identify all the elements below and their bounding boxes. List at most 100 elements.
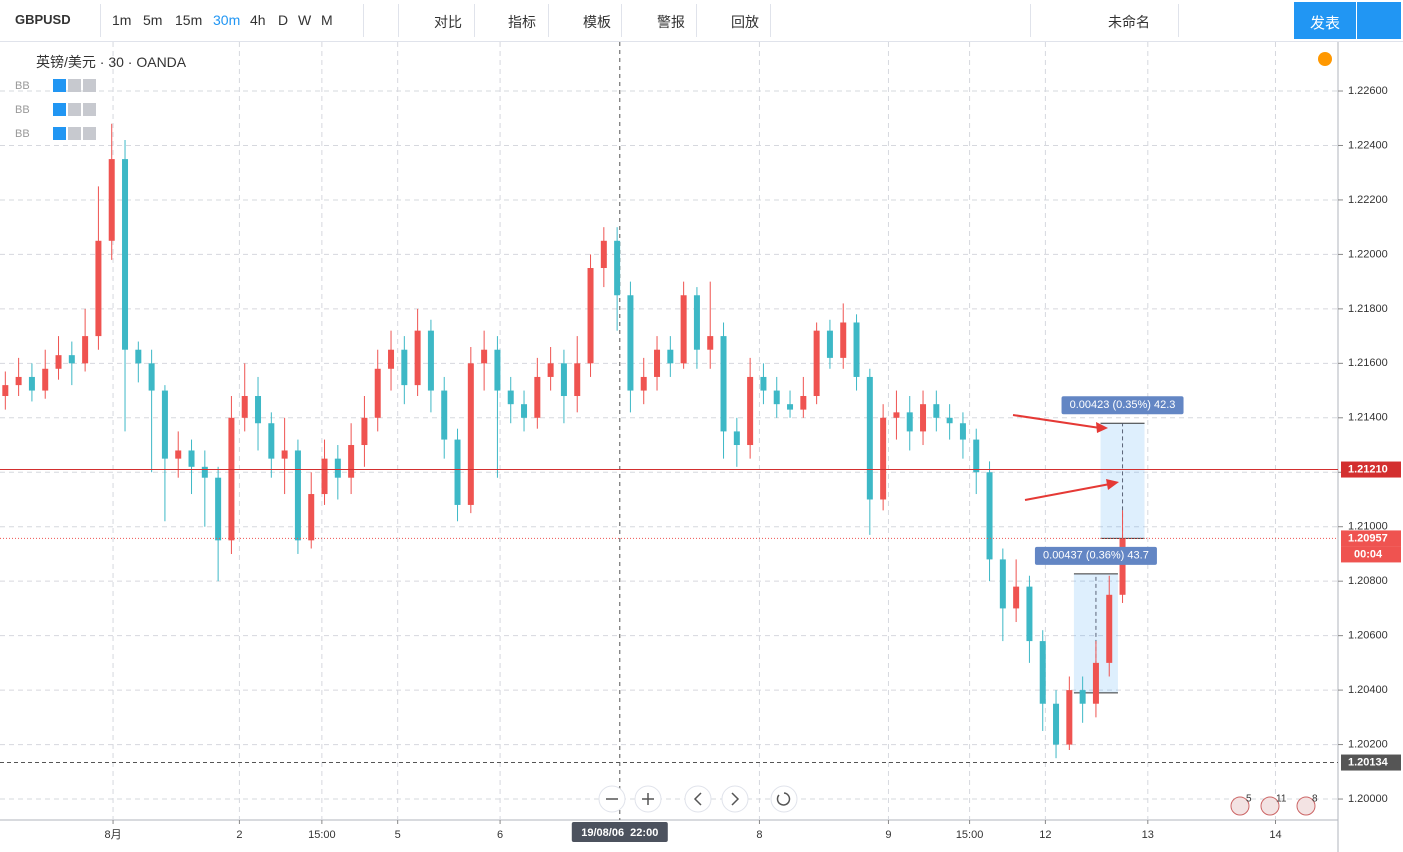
y-tick-label: 1.20200 — [1348, 738, 1388, 750]
candle-body — [82, 336, 89, 364]
candle-body — [228, 417, 235, 541]
candle-body — [95, 240, 102, 337]
annotation-arrow — [1012, 414, 1101, 429]
nav-icon — [776, 792, 791, 806]
nav-button[interactable] — [721, 785, 749, 813]
alert-button[interactable]: 警报 — [657, 14, 685, 30]
interval[interactable]: W — [298, 12, 312, 28]
symbol[interactable]: GBPUSD — [15, 12, 71, 27]
price-label: 1.20134 — [1348, 756, 1389, 768]
templates-button[interactable]: 模板 — [583, 14, 611, 30]
play-button[interactable] — [1357, 2, 1401, 39]
separator — [474, 4, 475, 37]
candle-body — [680, 295, 687, 364]
event-count: 5 — [1246, 794, 1252, 805]
candle-body — [268, 423, 275, 459]
candle-body — [108, 159, 115, 241]
interval[interactable]: 4h — [250, 12, 266, 28]
candle-body — [933, 404, 940, 418]
candle-body — [667, 349, 674, 364]
candle-body — [800, 396, 807, 410]
interval[interactable]: 1m — [112, 12, 132, 28]
legend-title: 英镑/美元 · 30 · OANDA — [36, 54, 187, 70]
interval[interactable]: 15m — [175, 12, 203, 28]
annotation-arrow-head — [1096, 422, 1108, 433]
candle-body — [1026, 586, 1033, 642]
candle-body — [401, 349, 408, 386]
compare-button[interactable]: 对比 — [434, 14, 462, 30]
candle-body — [1039, 641, 1046, 704]
candle-body — [733, 431, 740, 446]
indicator-label: BB — [15, 128, 30, 140]
y-tick-label: 1.22200 — [1348, 194, 1388, 206]
event-flag[interactable] — [1296, 796, 1316, 816]
candle-body — [1106, 594, 1113, 663]
replay-button[interactable]: 回放 — [731, 14, 759, 30]
candle-body — [986, 472, 993, 560]
candle-body — [973, 439, 980, 473]
indicator-controls[interactable] — [53, 103, 99, 116]
candle-body — [547, 363, 554, 377]
candle-body — [42, 368, 49, 391]
x-tick-label: 12 — [1039, 829, 1051, 841]
candle-body — [587, 268, 594, 364]
nav-icon — [606, 792, 740, 806]
candle-body — [2, 385, 9, 397]
y-tick-label: 1.20400 — [1348, 684, 1388, 696]
event-flag[interactable] — [1260, 796, 1280, 816]
price-axis — [1338, 42, 1403, 852]
y-tick-label: 1.20800 — [1348, 575, 1388, 587]
candle-body — [215, 477, 222, 541]
indicators-button[interactable]: 指标 — [508, 14, 536, 30]
price-label-bg — [1341, 461, 1401, 478]
candle-body — [959, 423, 966, 440]
candle-body — [853, 322, 860, 377]
candle-body — [614, 240, 621, 296]
indicator-label: BB — [15, 104, 30, 116]
publish-label[interactable]: 发表 — [1310, 15, 1341, 32]
candle-body — [494, 349, 501, 391]
candle-body — [68, 355, 75, 364]
interval[interactable]: 5m — [143, 12, 163, 28]
interval[interactable]: D — [278, 12, 289, 28]
candle-body — [467, 363, 474, 505]
event-count: 8 — [1312, 794, 1318, 805]
crosshair-label: 19/08/06 22:00 — [581, 827, 658, 839]
candle-body — [787, 404, 794, 410]
indicator-controls[interactable] — [53, 79, 99, 92]
annotation-arrow-head — [1106, 479, 1119, 490]
candle-body — [255, 396, 262, 424]
y-tick-label: 1.22000 — [1348, 248, 1388, 260]
candle-body — [1079, 690, 1086, 704]
candle-body — [334, 458, 341, 478]
nav-button[interactable] — [684, 785, 712, 813]
candle-body — [1013, 586, 1020, 609]
candle-body — [441, 390, 448, 440]
candle-body — [348, 445, 355, 478]
interval[interactable]: M — [321, 12, 333, 28]
interval[interactable]: 30m — [213, 12, 241, 28]
candle-body — [161, 390, 168, 459]
candle-body — [122, 159, 129, 350]
candle-body — [534, 376, 541, 418]
candle-body — [640, 376, 647, 391]
y-tick-label: 1.21400 — [1348, 412, 1388, 424]
event-flag[interactable] — [1230, 796, 1250, 816]
x-tick-label: 2 — [236, 829, 242, 841]
separator — [1178, 4, 1179, 37]
candle-body — [1092, 662, 1099, 704]
indicator-label: BB — [15, 80, 30, 92]
x-tick-label: 9 — [885, 829, 891, 841]
alert-badge — [1318, 52, 1332, 66]
x-tick-label: 8 — [756, 829, 762, 841]
nav-button[interactable] — [770, 785, 798, 813]
candle-body — [1119, 538, 1126, 595]
candle-body — [294, 450, 301, 541]
publish-button[interactable]: 发表 — [1294, 2, 1356, 39]
layout-name[interactable]: 未命名 — [1108, 14, 1150, 30]
candle-body — [241, 396, 248, 418]
candle-body — [627, 295, 634, 391]
candle-body — [507, 390, 514, 405]
indicator-controls[interactable] — [53, 127, 99, 140]
x-tick-label: 15:00 — [956, 829, 984, 841]
